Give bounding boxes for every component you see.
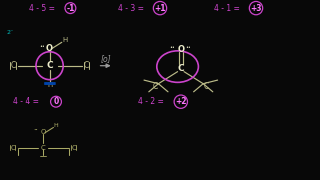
Text: -1: -1	[66, 4, 75, 13]
Text: C: C	[84, 61, 89, 70]
Text: H: H	[47, 82, 52, 88]
Text: H: H	[62, 37, 68, 43]
Text: 4 - 5 =: 4 - 5 =	[29, 4, 55, 13]
Text: C: C	[71, 145, 76, 151]
Text: [o]: [o]	[100, 54, 111, 63]
Text: C: C	[46, 61, 53, 70]
Text: 4 - 3 =: 4 - 3 =	[118, 4, 144, 13]
Text: C: C	[153, 82, 158, 91]
Text: O: O	[177, 45, 184, 54]
Text: +2: +2	[175, 97, 187, 106]
Text: C: C	[204, 82, 209, 91]
Text: ••: ••	[169, 45, 175, 50]
FancyBboxPatch shape	[44, 82, 56, 85]
Text: +1: +1	[154, 4, 166, 13]
Text: O: O	[41, 129, 46, 135]
Text: H: H	[54, 123, 58, 128]
Text: C: C	[10, 61, 15, 70]
Text: ••: ••	[34, 129, 38, 133]
Text: 0: 0	[53, 97, 59, 106]
Text: 2⁻: 2⁻	[6, 30, 14, 35]
Text: 4 - 4 =: 4 - 4 =	[13, 97, 39, 106]
Text: C: C	[11, 145, 15, 151]
Text: 4 - 2 =: 4 - 2 =	[138, 97, 164, 106]
Text: C: C	[41, 145, 45, 151]
Text: ••: ••	[40, 44, 45, 49]
Text: ••: ••	[185, 45, 191, 50]
Text: 4 - 1 =: 4 - 1 =	[214, 4, 240, 13]
Text: +3: +3	[250, 4, 262, 13]
Text: C: C	[178, 64, 184, 73]
Text: O: O	[46, 44, 53, 53]
